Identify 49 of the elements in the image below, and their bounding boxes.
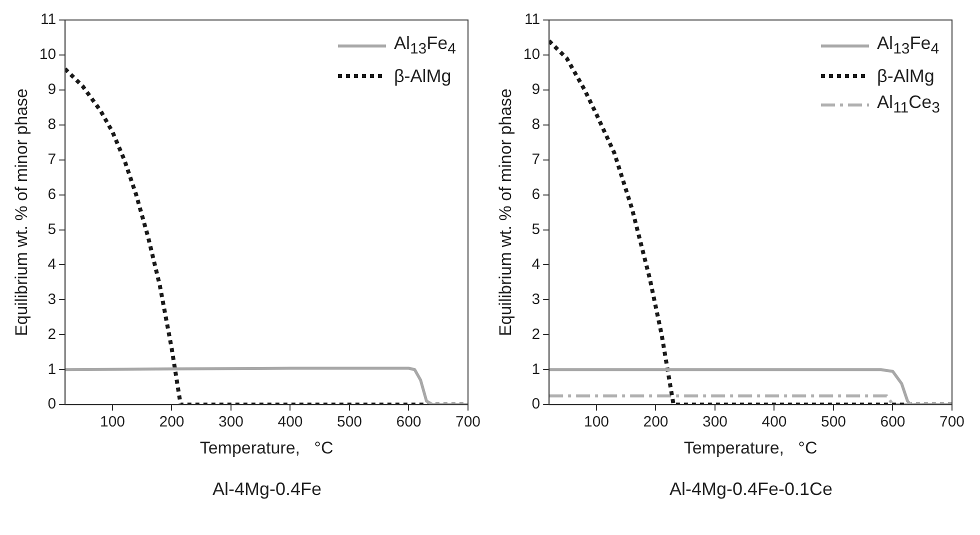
y-tick-label: 5 (48, 220, 56, 238)
x-tick-label: 300 (218, 414, 244, 431)
x-tick-label: 700 (455, 414, 481, 431)
y-axis-title: Equilibrium wt. % of minor phase (12, 88, 31, 336)
y-tick-label: 5 (532, 220, 540, 238)
legend-label: β-AlMg (877, 64, 934, 88)
x-tick-label: 500 (820, 414, 846, 431)
x-tick-label: 600 (396, 414, 422, 431)
y-tick-label: 2 (48, 326, 56, 343)
y-tick-label: 8 (532, 116, 540, 134)
x-tick-label: 700 (939, 414, 965, 431)
legend-label: β-AlMg (394, 64, 452, 88)
legend-label: Al$_{13}$Fe$_{4}$ (394, 32, 456, 60)
y-tick-label: 0 (532, 396, 540, 413)
y-tick-label: 6 (48, 186, 56, 203)
y-tick-label: 2 (532, 326, 540, 343)
y-tick-label: 4 (532, 256, 540, 273)
x-tick-label: 100 (584, 414, 609, 431)
y-tick-label: 7 (48, 150, 56, 168)
text: Al-4Mg-0.4Fe (211, 479, 323, 500)
y-tick-label: 10 (523, 46, 540, 64)
y-tick-label: 8 (48, 116, 56, 134)
x-tick-label: 100 (100, 414, 125, 431)
y-tick-label: 11 (524, 11, 540, 28)
text: Al-4Mg-0.4Fe-0.1Ce (668, 479, 834, 500)
y-tick-label: 4 (48, 256, 56, 273)
legend-label: Al$_{11}$Ce$_{3}$ (877, 90, 940, 118)
y-tick-label: 1 (532, 360, 540, 378)
x-axis-title: Temperature, °C (684, 438, 818, 458)
x-axis-title: Temperature, °C (200, 438, 334, 458)
y-tick-label: 9 (48, 81, 56, 98)
x-tick-label: 200 (159, 414, 184, 431)
legend-label: Al$_{13}$Fe$_{4}$ (877, 32, 940, 60)
y-tick-label: 9 (532, 81, 540, 98)
y-tick-label: 3 (532, 290, 540, 308)
x-tick-label: 200 (643, 414, 668, 431)
y-tick-label: 11 (40, 11, 56, 28)
x-tick-label: 400 (278, 414, 303, 431)
x-tick-label: 400 (762, 414, 787, 431)
y-tick-label: 1 (48, 360, 56, 378)
y-tick-label: 10 (39, 46, 56, 64)
y-tick-label: 6 (532, 186, 540, 203)
y-tick-label: 0 (48, 396, 56, 413)
x-tick-label: 600 (880, 414, 906, 431)
y-tick-label: 7 (532, 150, 540, 168)
y-tick-label: 3 (48, 290, 56, 308)
y-axis-title: Equilibrium wt. % of minor phase (496, 88, 515, 336)
x-tick-label: 500 (336, 414, 362, 431)
x-tick-label: 300 (702, 414, 728, 431)
